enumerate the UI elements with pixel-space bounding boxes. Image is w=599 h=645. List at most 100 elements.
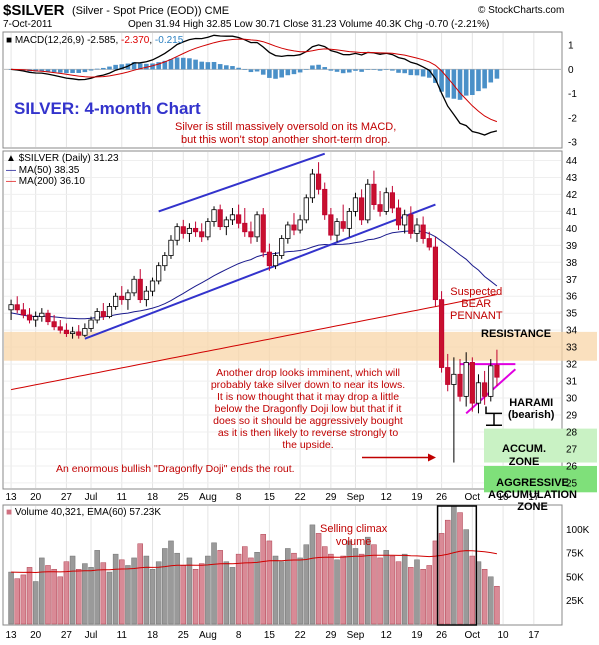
volume-axis-label: 25K (566, 596, 584, 607)
volume-ema-line (11, 550, 497, 574)
candle-body (137, 278, 143, 301)
macd-hist-bar (119, 64, 125, 70)
volume-bar (457, 512, 463, 625)
candle-body (389, 192, 395, 209)
macd-hist-bar (279, 69, 284, 78)
x-tick-label: 17 (528, 630, 540, 641)
volume-bar (69, 555, 76, 625)
candle-body (266, 251, 272, 267)
x-tick-label: 12 (381, 492, 393, 503)
bear-line: PENNANT (450, 310, 503, 322)
candle-body (180, 226, 186, 234)
candle-body (402, 214, 408, 226)
volume-bar (383, 550, 389, 625)
candle-body (242, 222, 248, 233)
candle-body (445, 367, 451, 385)
macd-hist-bar (334, 69, 340, 72)
volume-bar (119, 559, 125, 625)
volume-bar (75, 568, 82, 625)
macd-hist-bar (457, 69, 463, 100)
main-note-line: as it is then likely to reverse strongly… (217, 427, 399, 439)
candle-body (371, 183, 377, 206)
harami-bracket (485, 406, 502, 426)
x-tick-label: Oct (465, 630, 481, 641)
candle-body (285, 224, 291, 239)
candle-body (248, 231, 254, 238)
x-tick-label: 26 (436, 630, 448, 641)
symbol-title: $SILVER (3, 2, 64, 19)
climax-line: Selling climax (320, 523, 388, 535)
macd-hist-bar (353, 69, 358, 71)
candle-body (199, 231, 205, 238)
volume-axis-label: 100K (566, 525, 590, 536)
macd-axis-label: 1 (568, 41, 574, 52)
x-tick-label: 15 (264, 630, 276, 641)
volume-bar (198, 563, 205, 625)
price-axis-label: 28 (566, 428, 578, 439)
macd-hist-bar (273, 69, 278, 79)
volume-bar (112, 553, 119, 625)
x-tick-label: 17 (528, 492, 540, 503)
macd-hist-bar (211, 61, 217, 70)
macd-hist-bar (64, 69, 69, 74)
volume-bar (8, 571, 14, 625)
price-axis-label: 33 (566, 343, 578, 354)
volume-label: ■ Volume 40,321, EMA(60) 57.23K (6, 507, 162, 518)
resistance-zone (4, 331, 597, 361)
x-tick-label: 18 (147, 492, 159, 503)
volume-bar (45, 565, 51, 625)
volume-bar (297, 557, 303, 625)
volume-bar (149, 568, 156, 625)
candle-body (192, 227, 199, 233)
x-tick-label: 29 (325, 630, 337, 641)
candle-body (340, 221, 346, 229)
macd-hist-bar (420, 69, 426, 77)
volume-bar (395, 561, 402, 625)
macd-hist-bar (45, 69, 51, 72)
candle-body (420, 224, 426, 239)
volume-bar (328, 553, 334, 625)
aggressive-accum-zone (484, 465, 597, 493)
volume-bar (309, 524, 316, 625)
macd-signal-value: -2.370 (121, 35, 150, 46)
volume-bar (315, 533, 322, 625)
volume-bar (242, 546, 248, 625)
macd-axis-label: -2 (568, 113, 577, 124)
x-tick-label: 8 (236, 630, 242, 641)
macd-axis-label: -3 (568, 138, 577, 149)
macd-hist-bar (174, 57, 180, 70)
volume-bar (463, 529, 469, 625)
macd-hist-bar (285, 69, 291, 76)
candle-body (57, 326, 63, 331)
macd-hist-bar (205, 62, 211, 70)
candle-body (63, 329, 70, 334)
volume-bar (389, 555, 396, 625)
macd-hist-bar (414, 69, 420, 76)
macd-hist-bar (82, 69, 88, 73)
macd-hist-bar (396, 69, 401, 73)
candle-body (119, 295, 125, 301)
volume-bar (235, 553, 242, 625)
candle-body (315, 173, 322, 190)
volume-bar (155, 561, 162, 625)
volume-bar (82, 563, 88, 625)
candle-body (236, 214, 242, 224)
macd-hist-bar (303, 69, 309, 70)
instrument-name: (Silver - Spot Price (EOD)) CME (72, 5, 229, 17)
volume-bar (291, 552, 297, 625)
macd-label: ■ MACD(12,26,9) -2.585, -2.370, -0.215 (6, 35, 184, 46)
channel-upper-line (158, 152, 326, 213)
price-label: ▲ $SILVER (Daily) 31.23 (6, 153, 119, 164)
accum-zone-label: ACCUM. ZONE (502, 443, 546, 469)
price-axis-label: 36 (566, 292, 578, 303)
volume-bar (248, 557, 254, 625)
candle-body (291, 224, 297, 231)
macd-hist-bar (260, 69, 266, 75)
aggressive-zone-label: AGGRESSIVE ACCUMULATION ZONE (488, 477, 577, 513)
candle-body (272, 255, 279, 267)
volume-bar (168, 540, 174, 625)
volume-bar (414, 559, 420, 625)
macd-hist-bar (242, 69, 248, 70)
candle-body (408, 214, 414, 234)
candle-body (451, 373, 457, 385)
